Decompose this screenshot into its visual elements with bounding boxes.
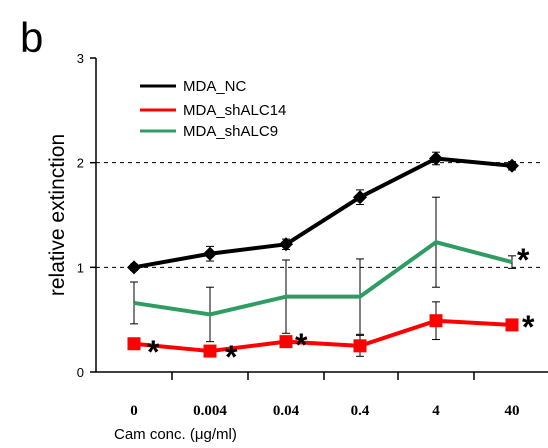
legend-label: MDA_NC bbox=[183, 78, 247, 95]
y-tick-label: 2 bbox=[77, 156, 84, 171]
x-axis-label: Cam conc. (μg/ml) bbox=[114, 426, 237, 443]
x-tick-label: 0.4 bbox=[351, 403, 370, 419]
significance-marker: * bbox=[522, 309, 535, 345]
y-axis-label: relative extinction bbox=[46, 134, 69, 296]
x-tick-label: 40 bbox=[505, 403, 520, 419]
significance-marker: * bbox=[225, 339, 238, 375]
data-point bbox=[429, 151, 443, 166]
significance-marker: * bbox=[517, 242, 530, 278]
data-point bbox=[203, 344, 217, 358]
series-line bbox=[133, 318, 513, 354]
data-point bbox=[429, 314, 443, 328]
y-tick-label: 0 bbox=[77, 365, 84, 380]
data-point bbox=[353, 190, 367, 205]
data-point bbox=[353, 339, 367, 353]
data-point bbox=[127, 260, 141, 275]
x-tick-label: 4 bbox=[432, 403, 440, 419]
x-tick-label: 0 bbox=[130, 403, 138, 419]
data-point bbox=[279, 237, 293, 252]
y-tick-label: 3 bbox=[77, 51, 84, 66]
data-point bbox=[203, 246, 217, 261]
data-point bbox=[279, 335, 293, 349]
series-line bbox=[133, 156, 513, 270]
legend-label: MDA_shALC9 bbox=[183, 123, 278, 140]
x-tick-label: 0.004 bbox=[193, 403, 227, 419]
series-line bbox=[133, 240, 513, 317]
y-tick-label: 1 bbox=[77, 260, 84, 275]
series-MDA_shALC9 bbox=[130, 196, 516, 343]
panel-label: b bbox=[20, 14, 43, 61]
legend-label: MDA_shALC14 bbox=[183, 102, 286, 119]
significance-marker: * bbox=[295, 327, 308, 363]
data-point bbox=[505, 158, 519, 173]
data-point bbox=[127, 337, 141, 351]
significance-marker: * bbox=[147, 334, 160, 370]
series-MDA_shALC14 bbox=[127, 301, 519, 358]
data-point bbox=[505, 318, 519, 332]
x-tick-label: 0.04 bbox=[273, 403, 300, 419]
series-MDA_NC bbox=[127, 151, 519, 275]
